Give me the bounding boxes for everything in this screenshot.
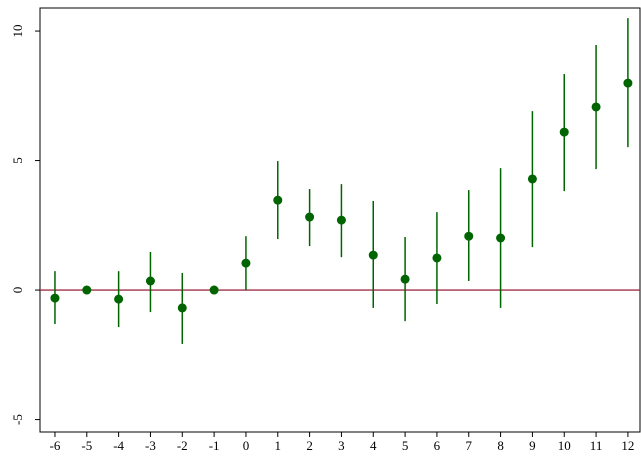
y-tick-label: 10: [10, 25, 25, 38]
point: [241, 258, 251, 268]
point: [273, 195, 283, 205]
x-tick-label: 0: [243, 438, 250, 453]
x-tick-label: -2: [177, 438, 188, 453]
x-tick-label: 4: [370, 438, 377, 453]
x-tick-label: 1: [275, 438, 282, 453]
point: [464, 231, 474, 241]
x-tick-label: 9: [529, 438, 536, 453]
point: [432, 253, 442, 263]
y-tick-label: 5: [10, 157, 25, 164]
point: [177, 303, 187, 313]
point: [209, 285, 219, 295]
point: [368, 250, 378, 260]
y-tick-label: -5: [10, 414, 25, 425]
x-tick-label: 3: [338, 438, 345, 453]
y-tick-label: 0: [10, 287, 25, 294]
point: [559, 127, 569, 137]
point: [336, 215, 346, 225]
x-tick-label: 5: [402, 438, 409, 453]
x-tick-label: 2: [306, 438, 313, 453]
point: [114, 294, 124, 304]
x-tick-label: 8: [497, 438, 504, 453]
point: [400, 274, 410, 284]
point: [305, 212, 315, 222]
point: [50, 293, 60, 303]
x-tick-label: -3: [145, 438, 156, 453]
point: [145, 276, 155, 286]
x-tick-label: -1: [209, 438, 220, 453]
x-tick-label: 11: [590, 438, 603, 453]
plot-frame: [39, 7, 641, 433]
x-tick-label: 7: [466, 438, 473, 453]
point: [82, 285, 92, 295]
x-tick-label: -5: [81, 438, 92, 453]
point: [623, 78, 633, 88]
x-tick-label: -6: [50, 438, 61, 453]
x-tick-label: 6: [434, 438, 441, 453]
point: [591, 102, 601, 112]
point: [527, 174, 537, 184]
point: [496, 233, 506, 243]
x-tick-label: 10: [558, 438, 571, 453]
x-tick-label: -4: [113, 438, 124, 453]
x-tick-label: 12: [621, 438, 634, 453]
